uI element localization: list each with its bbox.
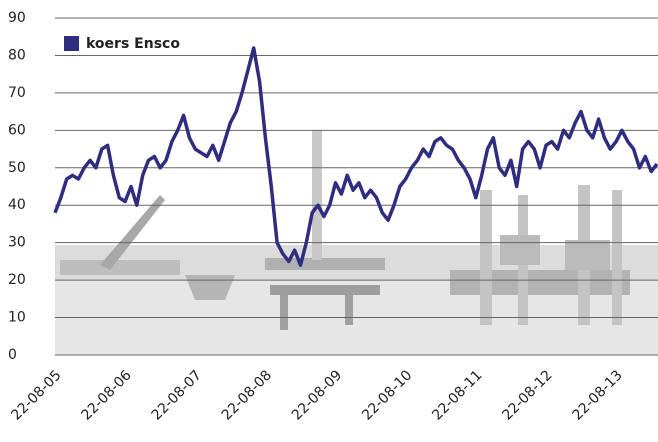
x-tick-label: 22-08-08 xyxy=(219,367,275,423)
x-tick-label: 22-08-07 xyxy=(149,367,205,423)
y-tick-label: 60 xyxy=(8,122,26,138)
x-tick-label: 22-08-06 xyxy=(79,367,135,423)
y-tick-label: 30 xyxy=(8,235,26,251)
x-tick-label: 22-08-12 xyxy=(499,367,555,423)
legend-swatch xyxy=(64,36,79,51)
y-tick-label: 90 xyxy=(8,10,26,26)
legend: koers Ensco xyxy=(64,36,180,52)
y-tick-label: 20 xyxy=(8,272,26,288)
y-tick-label: 50 xyxy=(8,160,26,176)
x-tick-label: 22-08-09 xyxy=(289,367,345,423)
price-line xyxy=(53,46,658,267)
y-tick-label: 40 xyxy=(8,197,26,213)
y-tick-label: 10 xyxy=(8,310,26,326)
background-illustration xyxy=(55,130,658,355)
x-tick-label: 22-08-13 xyxy=(569,367,625,423)
y-tick-label: 80 xyxy=(8,47,26,63)
x-tick-label: 22-08-10 xyxy=(359,367,415,423)
y-tick-label: 70 xyxy=(8,85,26,101)
x-tick-label: 22-08-05 xyxy=(8,367,64,423)
x-tick-label: 22-08-11 xyxy=(429,367,485,423)
legend-label: koers Ensco xyxy=(86,36,180,52)
y-tick-label: 0 xyxy=(8,347,17,363)
